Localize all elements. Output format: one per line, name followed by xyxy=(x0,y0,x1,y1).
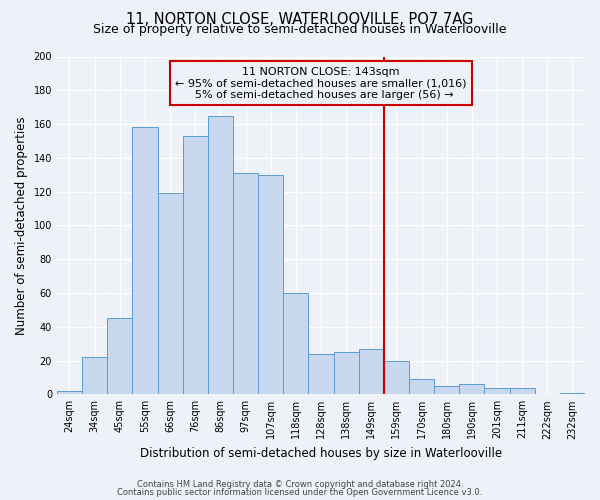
Bar xyxy=(208,116,233,394)
Text: 11 NORTON CLOSE: 143sqm
← 95% of semi-detached houses are smaller (1,016)
  5% o: 11 NORTON CLOSE: 143sqm ← 95% of semi-de… xyxy=(175,66,467,100)
Bar xyxy=(560,392,585,394)
Bar xyxy=(334,352,359,395)
Y-axis label: Number of semi-detached properties: Number of semi-detached properties xyxy=(15,116,28,334)
Text: Size of property relative to semi-detached houses in Waterlooville: Size of property relative to semi-detach… xyxy=(93,22,507,36)
Bar xyxy=(459,384,484,394)
Bar xyxy=(107,318,133,394)
Bar xyxy=(434,386,459,394)
Text: Contains HM Land Registry data © Crown copyright and database right 2024.: Contains HM Land Registry data © Crown c… xyxy=(137,480,463,489)
Bar xyxy=(182,136,208,394)
Bar xyxy=(158,194,182,394)
Bar xyxy=(308,354,334,395)
Bar xyxy=(82,357,107,395)
Text: 11, NORTON CLOSE, WATERLOOVILLE, PO7 7AG: 11, NORTON CLOSE, WATERLOOVILLE, PO7 7AG xyxy=(127,12,473,28)
Bar xyxy=(484,388,509,394)
Bar xyxy=(509,388,535,394)
Bar xyxy=(233,173,258,394)
Bar xyxy=(258,174,283,394)
Bar xyxy=(359,348,384,395)
Bar xyxy=(384,360,409,394)
Text: Contains public sector information licensed under the Open Government Licence v3: Contains public sector information licen… xyxy=(118,488,482,497)
Bar xyxy=(409,379,434,394)
Bar xyxy=(57,391,82,394)
Bar xyxy=(283,293,308,394)
Bar xyxy=(133,128,158,394)
X-axis label: Distribution of semi-detached houses by size in Waterlooville: Distribution of semi-detached houses by … xyxy=(140,447,502,460)
